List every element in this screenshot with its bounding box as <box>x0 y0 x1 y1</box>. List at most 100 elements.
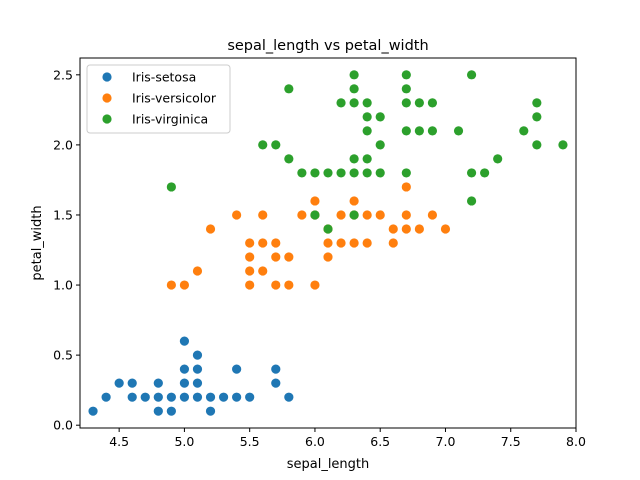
point-series-2-16 <box>349 168 359 178</box>
point-series-0-27 <box>284 392 294 402</box>
point-series-0-24 <box>245 392 255 402</box>
point-series-1-31 <box>375 210 385 220</box>
point-series-2-41 <box>519 126 529 136</box>
point-series-1-15 <box>284 252 294 262</box>
point-series-2-32 <box>414 126 424 136</box>
point-series-0-26 <box>271 378 281 388</box>
point-series-1-18 <box>310 196 320 206</box>
x-tick-label: 5.5 <box>240 434 260 449</box>
point-series-2-5 <box>297 168 307 178</box>
point-series-1-26 <box>349 196 359 206</box>
y-tick-label: 1.0 <box>53 278 73 293</box>
point-series-2-12 <box>349 70 359 80</box>
point-series-1-32 <box>388 224 398 234</box>
point-series-2-0 <box>166 182 176 192</box>
point-series-0-10 <box>166 406 176 416</box>
point-series-2-35 <box>453 126 464 136</box>
legend-label-1: Iris-versicolor <box>132 91 217 106</box>
point-series-1-38 <box>427 210 438 220</box>
x-tick-label: 6.0 <box>305 434 325 449</box>
point-series-0-2 <box>114 378 124 388</box>
point-series-0-25 <box>271 364 281 374</box>
x-axis-ticks: 4.5 5.0 5.5 6.0 6.5 7.0 7.5 8.0 <box>109 428 586 449</box>
point-series-1-6 <box>245 252 255 262</box>
point-series-2-33 <box>427 98 438 108</box>
point-series-0-16 <box>192 364 203 374</box>
point-series-2-10 <box>336 98 346 108</box>
point-series-2-27 <box>401 84 411 94</box>
x-tick-label: 4.5 <box>109 434 129 449</box>
point-series-0-0 <box>88 406 98 416</box>
point-series-2-14 <box>349 98 359 108</box>
point-series-2-38 <box>466 196 477 206</box>
point-series-2-17 <box>349 210 359 220</box>
y-tick-label: 1.5 <box>53 207 73 222</box>
point-series-0-6 <box>153 378 163 388</box>
point-series-1-28 <box>349 238 359 248</box>
point-series-1-12 <box>271 238 281 248</box>
point-series-1-30 <box>362 238 372 248</box>
point-series-1-13 <box>271 252 281 262</box>
point-series-1-7 <box>245 266 255 276</box>
point-series-1-14 <box>271 280 281 290</box>
point-series-1-36 <box>401 224 411 234</box>
point-series-0-19 <box>205 392 216 402</box>
point-series-0-14 <box>179 392 190 402</box>
point-series-2-45 <box>558 140 568 150</box>
point-series-2-11 <box>336 168 346 178</box>
legend-marker-1 <box>102 93 112 103</box>
point-series-1-10 <box>258 238 268 248</box>
point-series-0-8 <box>153 406 163 416</box>
y-tick-label: 2.0 <box>53 137 73 152</box>
point-series-1-11 <box>258 266 268 276</box>
point-series-2-30 <box>401 168 411 178</box>
point-series-0-13 <box>179 378 190 388</box>
point-series-2-15 <box>349 154 359 164</box>
point-series-2-21 <box>362 154 372 164</box>
legend-label-2: Iris-virginica <box>132 112 208 127</box>
point-series-1-5 <box>245 238 255 248</box>
point-series-1-8 <box>245 280 255 290</box>
point-series-1-25 <box>336 238 346 248</box>
point-series-2-1 <box>258 140 268 150</box>
point-series-1-4 <box>232 210 242 220</box>
legend-marker-2 <box>102 114 112 124</box>
legend-label-0: Iris-setosa <box>132 70 196 85</box>
y-tick-label: 0.0 <box>53 418 73 433</box>
point-series-2-29 <box>401 126 411 136</box>
x-tick-label: 6.5 <box>370 434 390 449</box>
point-series-2-7 <box>310 210 320 220</box>
y-tick-label: 0.5 <box>53 348 73 363</box>
point-series-1-20 <box>310 280 320 290</box>
point-series-0-9 <box>166 392 176 402</box>
point-series-0-11 <box>179 336 190 346</box>
x-tick-label: 8.0 <box>566 434 586 449</box>
point-series-2-43 <box>532 112 542 122</box>
point-series-0-1 <box>101 392 111 402</box>
y-axis-ticks: 0.0 0.5 1.0 1.5 2.0 2.5 <box>53 67 80 433</box>
point-series-1-24 <box>336 210 346 220</box>
point-series-1-37 <box>414 224 424 234</box>
x-tick-label: 5.0 <box>174 434 194 449</box>
point-series-0-12 <box>179 364 190 374</box>
point-series-1-35 <box>401 210 411 220</box>
point-series-2-42 <box>532 98 542 108</box>
legend: Iris-setosa Iris-versicolor Iris-virginica <box>86 64 231 134</box>
y-axis-label: petal_width <box>30 205 45 280</box>
point-series-0-3 <box>127 378 137 388</box>
point-series-0-21 <box>218 392 229 402</box>
point-series-2-18 <box>362 98 372 108</box>
point-series-2-8 <box>323 168 333 178</box>
point-series-1-16 <box>284 280 294 290</box>
point-series-2-39 <box>480 168 490 178</box>
point-series-2-13 <box>349 84 359 94</box>
point-series-1-17 <box>297 210 307 220</box>
y-tick-label: 2.5 <box>53 67 73 82</box>
point-series-0-23 <box>232 392 242 402</box>
point-series-2-19 <box>362 112 372 122</box>
chart-title: sepal_length vs petal_width <box>227 38 428 54</box>
x-axis-label: sepal_length <box>287 457 370 472</box>
point-series-1-23 <box>323 252 333 262</box>
point-series-2-28 <box>401 98 411 108</box>
